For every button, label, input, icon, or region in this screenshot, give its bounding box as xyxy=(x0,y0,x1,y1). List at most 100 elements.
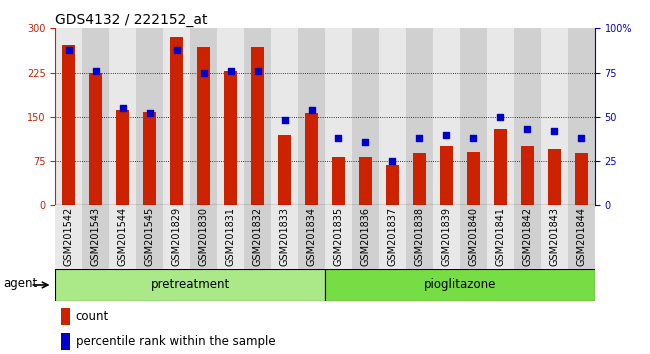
Point xyxy=(90,68,101,74)
Text: GSM201543: GSM201543 xyxy=(91,207,101,266)
Bar xyxy=(163,205,190,269)
Bar xyxy=(568,28,595,205)
Bar xyxy=(278,135,291,205)
Text: count: count xyxy=(76,310,109,323)
Bar xyxy=(190,28,217,205)
Bar xyxy=(514,205,541,269)
Bar xyxy=(439,146,453,205)
Bar xyxy=(224,71,237,205)
Text: GSM201839: GSM201839 xyxy=(441,207,451,266)
Bar xyxy=(60,308,70,325)
Bar xyxy=(217,28,244,205)
Point xyxy=(360,139,370,144)
Text: GSM201838: GSM201838 xyxy=(415,207,424,266)
Point xyxy=(522,126,532,132)
Bar xyxy=(433,28,460,205)
Text: GSM201836: GSM201836 xyxy=(361,207,370,266)
Point xyxy=(414,135,424,141)
Bar xyxy=(406,205,433,269)
Point xyxy=(198,70,209,75)
Bar xyxy=(521,146,534,205)
Bar xyxy=(109,205,136,269)
Text: GSM201837: GSM201837 xyxy=(387,207,397,266)
Text: GDS4132 / 222152_at: GDS4132 / 222152_at xyxy=(55,13,208,27)
Point xyxy=(387,158,398,164)
Bar xyxy=(89,73,103,205)
Point xyxy=(252,68,263,74)
Bar xyxy=(332,157,345,205)
Point xyxy=(576,135,586,141)
Text: GSM201841: GSM201841 xyxy=(495,207,505,266)
Bar xyxy=(541,205,568,269)
Bar xyxy=(467,152,480,205)
Point xyxy=(280,118,290,123)
Point xyxy=(441,132,452,137)
Bar xyxy=(116,110,129,205)
Bar xyxy=(244,28,271,205)
Bar xyxy=(62,45,75,205)
Bar xyxy=(493,129,507,205)
Point xyxy=(118,105,128,111)
Bar xyxy=(136,205,163,269)
Point xyxy=(64,47,74,52)
Bar xyxy=(541,28,568,205)
Bar xyxy=(305,113,318,205)
Text: GSM201833: GSM201833 xyxy=(280,207,289,266)
Bar xyxy=(298,205,325,269)
Bar xyxy=(379,28,406,205)
Bar xyxy=(406,28,433,205)
Bar xyxy=(60,333,70,350)
Bar xyxy=(55,205,83,269)
Bar xyxy=(163,28,190,205)
Text: GSM201545: GSM201545 xyxy=(145,207,155,266)
Bar xyxy=(109,28,136,205)
Text: GSM201544: GSM201544 xyxy=(118,207,127,266)
Bar xyxy=(325,205,352,269)
Text: GSM201831: GSM201831 xyxy=(226,207,235,266)
Text: GSM201829: GSM201829 xyxy=(172,207,181,266)
Point xyxy=(549,128,560,134)
Bar xyxy=(251,47,265,205)
Text: GSM201542: GSM201542 xyxy=(64,207,73,266)
Text: GSM201832: GSM201832 xyxy=(253,207,263,266)
Bar xyxy=(244,205,271,269)
Bar xyxy=(487,28,514,205)
Bar xyxy=(82,28,109,205)
Bar xyxy=(325,28,352,205)
Point xyxy=(333,135,344,141)
Text: GSM201844: GSM201844 xyxy=(577,207,586,266)
Bar xyxy=(190,205,217,269)
Bar xyxy=(379,205,406,269)
Bar xyxy=(514,28,541,205)
Bar xyxy=(217,205,244,269)
Bar xyxy=(413,153,426,205)
Point xyxy=(172,47,182,52)
Bar xyxy=(460,205,487,269)
Bar xyxy=(460,28,487,205)
Text: GSM201830: GSM201830 xyxy=(199,207,209,266)
Bar xyxy=(170,37,183,205)
Bar xyxy=(433,205,460,269)
Text: percentile rank within the sample: percentile rank within the sample xyxy=(76,335,276,348)
Bar xyxy=(352,205,379,269)
Bar xyxy=(271,28,298,205)
Bar xyxy=(55,269,325,301)
Bar xyxy=(487,205,514,269)
Point xyxy=(306,107,317,113)
Bar xyxy=(575,153,588,205)
Bar xyxy=(136,28,163,205)
Bar xyxy=(385,165,399,205)
Point xyxy=(226,68,236,74)
Bar xyxy=(325,269,595,301)
Bar xyxy=(352,28,379,205)
Text: pretreatment: pretreatment xyxy=(151,279,229,291)
Point xyxy=(495,114,506,120)
Bar xyxy=(568,205,595,269)
Text: GSM201840: GSM201840 xyxy=(469,207,478,266)
Point xyxy=(144,110,155,116)
Text: GSM201843: GSM201843 xyxy=(549,207,559,266)
Text: pioglitazone: pioglitazone xyxy=(424,279,496,291)
Text: GSM201834: GSM201834 xyxy=(307,207,317,266)
Point xyxy=(468,135,478,141)
Bar xyxy=(143,112,157,205)
